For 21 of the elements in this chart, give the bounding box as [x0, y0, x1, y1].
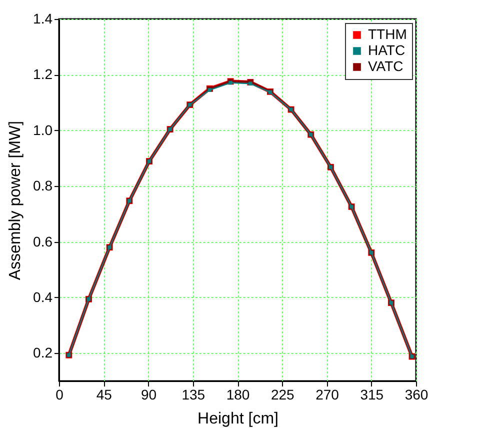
y-tick-label: 0.6 [33, 233, 53, 250]
x-tick-label: 315 [360, 386, 384, 402]
y-tick-label: 1.0 [33, 122, 53, 138]
x-tick-label: 180 [226, 386, 250, 402]
y-tick-label: 0.8 [33, 178, 53, 194]
y-tick-label: 1.4 [33, 10, 53, 26]
x-axis-title: Height [cm] [198, 410, 278, 428]
x-tick-label: 270 [316, 386, 340, 402]
x-tick-label: 360 [404, 386, 428, 402]
y-tick-label: 1.2 [33, 66, 53, 82]
x-tick-label: 90 [140, 386, 157, 402]
y-tick-label: 0.4 [33, 288, 53, 305]
legend-label: TTHM [368, 26, 407, 42]
x-tick-label: 0 [56, 386, 64, 402]
y-tick-label: 0.2 [33, 344, 53, 361]
legend-label: HATC [368, 42, 406, 58]
x-tick-label: 135 [182, 386, 206, 402]
legend-label: VATC [368, 58, 404, 74]
x-tick-label: 225 [270, 386, 295, 402]
x-tick-label: 45 [96, 386, 112, 402]
y-axis-title: Assembly power [MW] [7, 120, 24, 280]
